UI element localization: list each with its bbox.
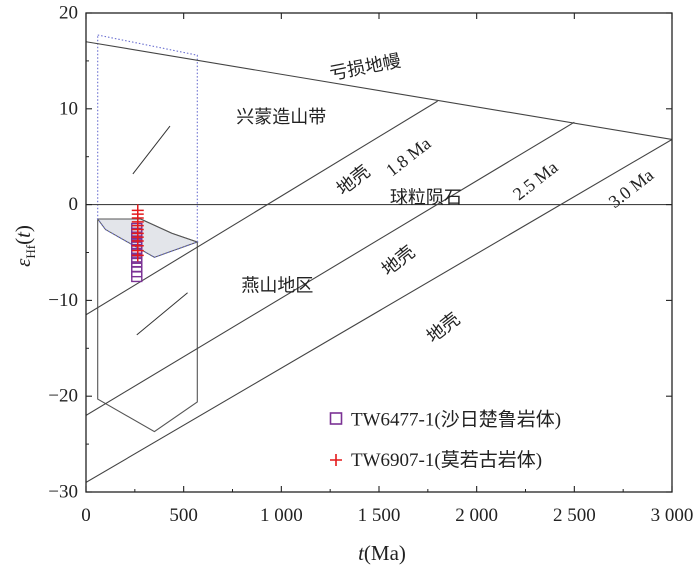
- x-axis-title-var: t: [358, 541, 365, 565]
- leader-line-yanshan: [136, 292, 188, 336]
- region-yanshan: [97, 218, 198, 433]
- y-axis-title-t: t: [11, 231, 35, 238]
- annotation-5: 2.5 Ma: [509, 157, 562, 204]
- y-tick-label-4: 10: [59, 98, 78, 119]
- y-tick-label-3: 0: [69, 194, 79, 215]
- y-tick-label-1: −20: [48, 386, 78, 407]
- x-axis-title-unit: (Ma): [364, 541, 406, 565]
- reference-lines-layer: [86, 41, 672, 483]
- x-tick-label-4: 2 000: [455, 505, 498, 526]
- reference-line-crust_2_5: [86, 121, 575, 416]
- legend-label-tw6907: TW6907-1(莫若古岩体): [351, 449, 542, 471]
- annotation-8: 燕山地区: [241, 276, 313, 297]
- y-axis-title-paren-close: ): [11, 225, 35, 232]
- legend-square-marker: [329, 412, 343, 425]
- leader-line-xingmeng: [132, 125, 171, 175]
- data-point-series1-11: [131, 249, 144, 262]
- y-tick-label-5: 20: [59, 3, 78, 24]
- legend-plus-marker: [330, 454, 342, 466]
- y-axis-title-eps: ε: [11, 258, 35, 267]
- region-overlap: [96, 218, 199, 258]
- legend-item-tw6477: TW6477-1(沙日楚鲁岩体): [329, 409, 561, 431]
- annotation-0: 亏损地幔: [328, 50, 403, 84]
- legend-label-tw6477: TW6477-1(沙日楚鲁岩体): [351, 409, 561, 431]
- points-layer: [131, 204, 144, 283]
- annotation-3: 地壳: [333, 161, 374, 200]
- legend-item-tw6907: TW6907-1(莫若古岩体): [330, 449, 542, 471]
- y-tick-label-2: −10: [48, 290, 78, 311]
- x-tick-label-1: 500: [169, 505, 198, 526]
- regions-layer: [96, 34, 199, 433]
- data-point-series0-11: [131, 270, 143, 283]
- reference-line-crust_3_0: [86, 138, 672, 483]
- x-tick-label-2: 1 000: [260, 505, 303, 526]
- y-tick-label-0: −30: [48, 482, 78, 503]
- y-axis-title-paren-open: (: [11, 238, 35, 245]
- annotation-1: 兴蒙造山带: [236, 107, 326, 128]
- annotation-2: 1.8 Ma: [382, 133, 435, 180]
- y-axis-title: εHf(t): [11, 225, 38, 267]
- x-tick-label-0: 0: [81, 505, 91, 526]
- legend: TW6477-1(沙日楚鲁岩体) TW6907-1(莫若古岩体): [329, 409, 561, 471]
- annotation-4: 球粒陨石: [390, 187, 462, 208]
- reference-line-depleted_mantle: [86, 41, 672, 140]
- ticks-layer: 0 500 1 000 1 500 2 000 2 500 3 000 −30 −20 −10 0 1…: [48, 3, 693, 527]
- region-xingmeng: [97, 34, 198, 258]
- x-axis-title: t(Ma): [358, 541, 406, 565]
- x-tick-label-5: 2 500: [553, 505, 596, 526]
- annotation-7: 地壳: [378, 242, 419, 281]
- y-axis-title-sub: Hf: [23, 244, 38, 258]
- annotation-9: 地壳: [423, 309, 464, 348]
- reference-line-crust_1_8: [86, 100, 438, 316]
- x-tick-label-6: 3 000: [651, 505, 694, 526]
- x-tick-label-3: 1 500: [358, 505, 401, 526]
